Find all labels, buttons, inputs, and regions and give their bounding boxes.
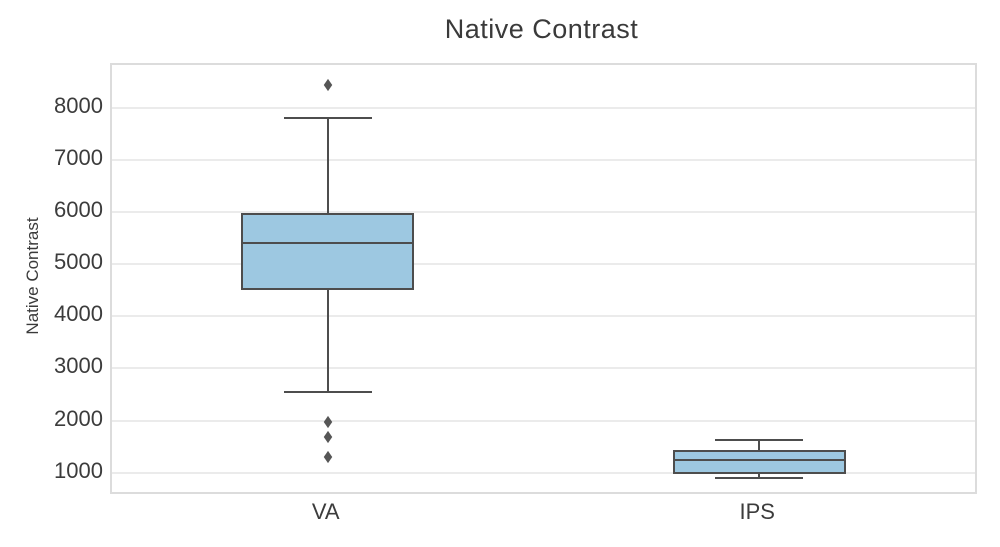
whisker-cap-low-VA [283, 390, 372, 393]
outlier-diamond-VA-1 [323, 415, 332, 428]
y-tick-label-7000: 7000 [54, 144, 103, 170]
gridline-3000 [112, 367, 975, 370]
whisker-cap-high-VA [283, 117, 372, 120]
y-tick-label-2000: 2000 [54, 405, 103, 431]
y-axis-tick-labels: 1000 2000 3000 4000 5000 6000 7000 8000 [0, 63, 103, 490]
plot-area [110, 63, 977, 494]
median-IPS [672, 459, 846, 462]
gridline-6000 [112, 211, 975, 214]
whisker-lower-IPS [758, 473, 761, 478]
outlier-diamond-VA-3 [323, 450, 332, 463]
gridline-1000 [112, 471, 975, 474]
gridline-8000 [112, 106, 975, 109]
x-tick-label-IPS: IPS [739, 499, 775, 524]
chart-title: Native Contrast [444, 14, 639, 44]
outlier-diamond-VA-2 [323, 430, 332, 443]
x-tick-label-VA: VA [311, 499, 340, 524]
median-VA [241, 242, 415, 245]
y-tick-label-8000: 8000 [54, 92, 103, 118]
whisker-cap-low-IPS [715, 476, 804, 479]
outlier-diamond-VA-0 [323, 79, 332, 92]
y-tick-label-3000: 3000 [54, 353, 103, 379]
whisker-upper-VA [326, 118, 329, 214]
y-tick-label-4000: 4000 [54, 301, 103, 327]
y-tick-label-6000: 6000 [54, 197, 103, 223]
y-tick-label-1000: 1000 [54, 457, 103, 483]
box-IPS [672, 450, 846, 474]
gridline-5000 [112, 263, 975, 266]
whisker-cap-high-IPS [715, 438, 804, 441]
gridline-2000 [112, 419, 975, 422]
gridline-7000 [112, 158, 975, 161]
whisker-upper-IPS [758, 439, 761, 451]
gridline-4000 [112, 315, 975, 318]
y-tick-label-5000: 5000 [54, 249, 103, 275]
whisker-lower-VA [326, 290, 329, 392]
box-VA [241, 213, 415, 291]
